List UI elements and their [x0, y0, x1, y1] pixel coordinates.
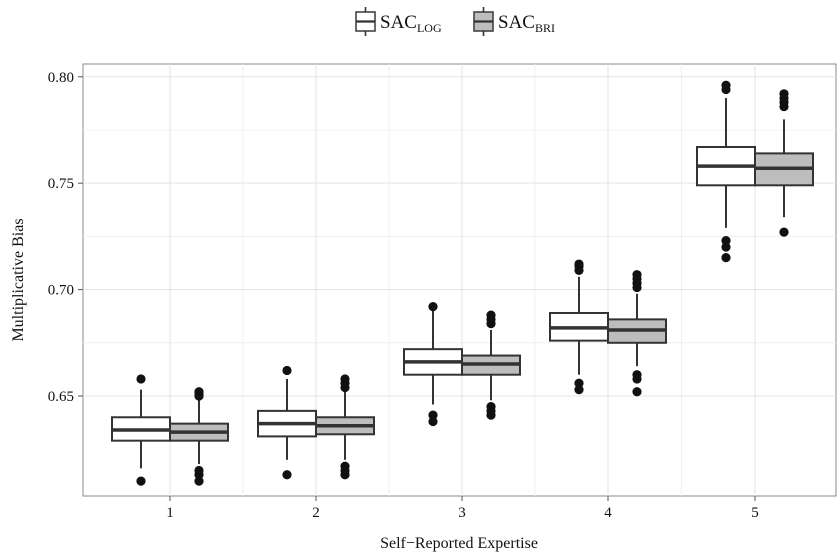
- legend-label-log-main: SAC: [380, 12, 417, 33]
- outlier-point: [282, 470, 292, 480]
- outlier-point: [632, 387, 642, 397]
- box-bri-1: [169, 387, 229, 486]
- box-log-5: [696, 80, 756, 263]
- y-axis-title: Multiplicative Bias: [10, 218, 27, 341]
- outlier-point: [428, 302, 438, 312]
- x-tick-label: 2: [312, 505, 320, 521]
- outlier-point: [721, 84, 731, 95]
- x-tick-label: 5: [751, 505, 759, 521]
- outlier-point: [632, 374, 642, 384]
- outlier-point: [486, 319, 496, 329]
- box-log-2: [257, 365, 317, 480]
- y-axis: 0.65 0.70 0.75 0.80: [48, 70, 83, 405]
- outlier-point: [574, 378, 584, 388]
- box-bri-2: [315, 374, 375, 480]
- outlier-point: [340, 470, 350, 480]
- outlier-point: [340, 382, 350, 393]
- outlier-point: [574, 384, 584, 395]
- outlier-point: [194, 470, 204, 480]
- legend-label-bri: SACBRI: [498, 12, 555, 35]
- legend-key-log: [355, 7, 376, 36]
- outlier-point: [428, 410, 438, 420]
- x-tick-label: 1: [166, 505, 174, 521]
- x-tick-label: 3: [458, 505, 466, 521]
- outlier-point: [194, 476, 204, 486]
- outlier-point: [779, 227, 789, 237]
- outlier-point: [136, 374, 146, 384]
- outlier-point: [632, 282, 642, 293]
- outlier-point: [428, 416, 438, 427]
- outlier-point: [574, 265, 584, 276]
- legend-label-log-sub: LOG: [417, 21, 442, 35]
- outlier-point: [721, 242, 731, 252]
- box-layer: [111, 80, 814, 486]
- legend: SACLOG SACBRI: [355, 7, 555, 36]
- outlier-point: [721, 236, 731, 246]
- outlier-point: [486, 410, 496, 420]
- legend-label-bri-main: SAC: [498, 12, 535, 33]
- x-tick-label: 4: [604, 505, 612, 521]
- y-tick-label: 0.70: [48, 283, 74, 299]
- outlier-point: [779, 101, 789, 112]
- x-axis-title: Self−Reported Expertise: [380, 535, 538, 552]
- outlier-point: [136, 476, 146, 486]
- y-tick-label: 0.80: [48, 70, 74, 86]
- y-tick-label: 0.65: [48, 389, 74, 405]
- x-axis: 1 2 3 4 5: [166, 496, 759, 521]
- y-tick-label: 0.75: [48, 176, 74, 192]
- outlier-point: [721, 253, 731, 263]
- legend-key-bri: [473, 7, 494, 36]
- box-bri-4: [607, 270, 667, 397]
- box-log-3: [403, 302, 463, 427]
- outlier-point: [194, 391, 204, 401]
- legend-label-log: SACLOG: [380, 12, 442, 35]
- legend-label-bri-sub: BRI: [535, 21, 555, 35]
- outlier-point: [282, 365, 292, 376]
- box-bri-3: [461, 310, 521, 420]
- box-bri-5: [754, 89, 814, 237]
